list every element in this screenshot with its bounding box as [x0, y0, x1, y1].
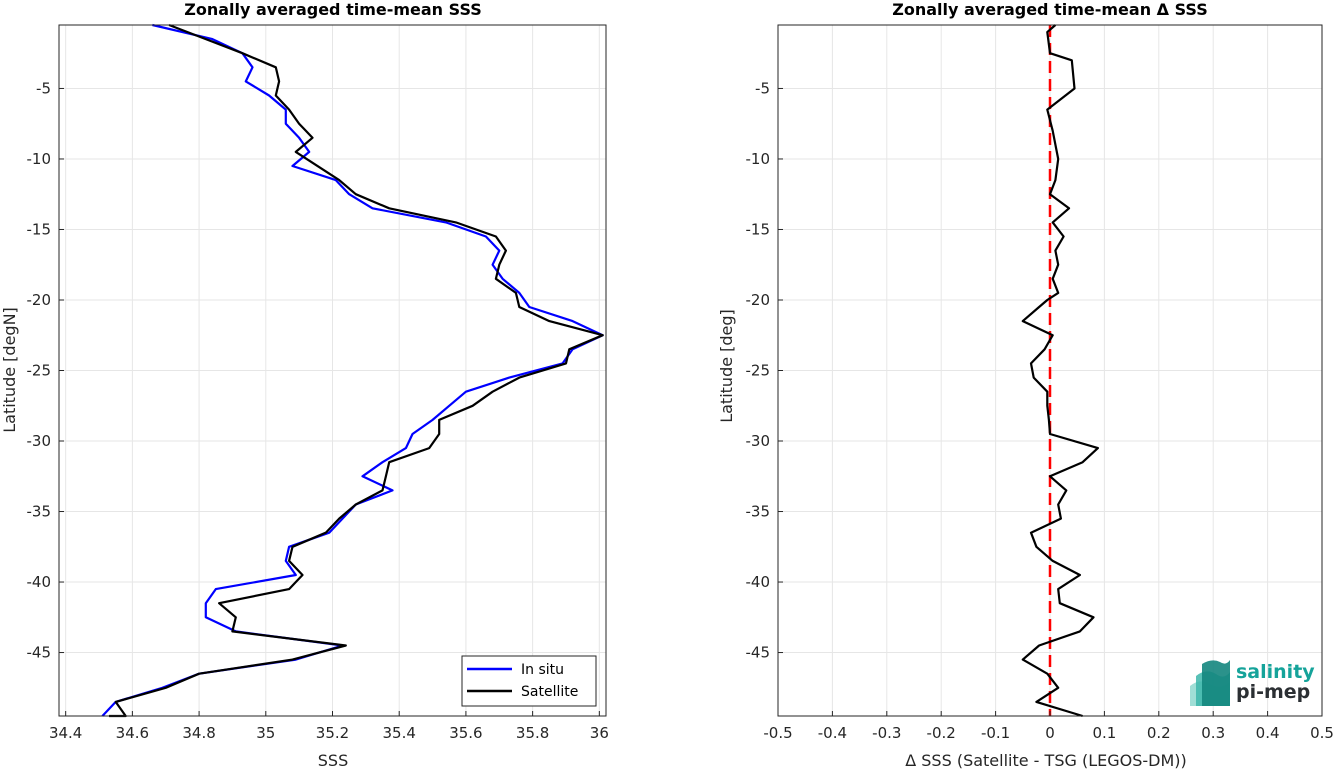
sss-series-in-situ — [101, 23, 604, 717]
sss-x-tick-label: 35.4 — [383, 724, 416, 742]
logo-text-salinity: salinity — [1236, 661, 1315, 683]
delta-chart-title: Zonally averaged time-mean Δ SSS — [892, 0, 1208, 19]
delta-series — [1021, 24, 1100, 718]
sss-y-tick-label: -35 — [27, 503, 52, 521]
delta-y-tick-label: -35 — [746, 503, 771, 521]
sss-x-tick-label: 34.6 — [116, 724, 149, 742]
sss-ticks: 34.4 34.6 34.8 35 35.2 35.4 35.6 35.8 36 -5 -10 -15… — [27, 79, 609, 742]
delta-x-tick-label: -0.1 — [981, 724, 1010, 742]
delta-x-tick-label: 0 — [1045, 724, 1055, 742]
sss-y-tick-label: -10 — [27, 150, 52, 168]
delta-y-tick-label: -30 — [746, 432, 771, 450]
delta-x-tick-label: 0.2 — [1147, 724, 1171, 742]
legend-label-in-situ: In situ — [521, 662, 564, 678]
sss-x-tick-label: 35.2 — [316, 724, 349, 742]
sss-y-tick-label: -45 — [27, 644, 52, 662]
delta-y-tick-label: -20 — [746, 291, 771, 309]
delta-y-tick-label: -10 — [746, 150, 771, 168]
logo-text-pi-mep: pi-mep — [1236, 681, 1310, 703]
sss-series — [101, 23, 604, 718]
sss-series-satellite — [109, 23, 604, 718]
sss-x-tick-label: 35 — [256, 724, 275, 742]
sss-y-axis-label: Latitude [degN] — [0, 307, 19, 433]
delta-series-difference — [1021, 24, 1100, 718]
delta-x-tick-label: -0.5 — [763, 724, 792, 742]
sss-x-axis-label: SSS — [318, 751, 348, 769]
sss-y-tick-label: -20 — [27, 291, 52, 309]
delta-x-tick-label: 0.1 — [1092, 724, 1116, 742]
sss-chart-title: Zonally averaged time-mean SSS — [184, 0, 482, 19]
sss-x-tick-label: 35.6 — [449, 724, 482, 742]
delta-x-tick-label: -0.4 — [818, 724, 847, 742]
sss-panel: 34.4 34.6 34.8 35 35.2 35.4 35.6 35.8 36 -5 -10 -15… — [0, 0, 609, 769]
delta-x-axis-label: Δ SSS (Satellite - TSG (LEGOS-DM)) — [905, 751, 1187, 769]
delta-x-tick-label: 0.4 — [1256, 724, 1280, 742]
legend-label-satellite: Satellite — [521, 684, 578, 700]
delta-y-tick-label: -25 — [746, 362, 771, 380]
delta-y-tick-label: -15 — [746, 220, 771, 238]
sss-x-tick-label: 34.8 — [182, 724, 215, 742]
sss-x-tick-label: 35.8 — [516, 724, 549, 742]
delta-y-axis-label: Latitude [deg] — [717, 309, 736, 423]
logo-wave-icon — [1190, 660, 1230, 706]
legend-box — [461, 655, 597, 707]
delta-y-tick-label: -45 — [746, 644, 771, 662]
sss-x-tick-label: 36 — [590, 724, 609, 742]
legend: In situ Satellite — [461, 655, 597, 707]
sss-y-tick-label: -30 — [27, 432, 52, 450]
sss-grid — [59, 25, 606, 716]
delta-x-tick-label: 0.3 — [1201, 724, 1225, 742]
sss-y-tick-label: -40 — [27, 573, 52, 591]
sss-y-tick-label: -5 — [36, 79, 51, 97]
sss-x-tick-label: 34.4 — [49, 724, 82, 742]
sss-y-tick-label: -15 — [27, 220, 52, 238]
salinity-pi-mep-logo: salinity pi-mep — [1190, 660, 1315, 706]
delta-x-tick-label: 0.5 — [1310, 724, 1334, 742]
delta-y-tick-label: -40 — [746, 573, 771, 591]
sss-y-tick-label: -25 — [27, 362, 52, 380]
delta-ticks: -0.5 -0.4 -0.3 -0.2 -0.1 0 0.1 0.2 0.3 0.4 0.5 -5 -1… — [746, 79, 1334, 742]
delta-sss-panel: -0.5 -0.4 -0.3 -0.2 -0.1 0 0.1 0.2 0.3 0.4 0.5 -5 -1… — [717, 0, 1334, 769]
delta-y-tick-label: -5 — [755, 79, 770, 97]
delta-x-tick-label: -0.2 — [927, 724, 956, 742]
delta-x-tick-label: -0.3 — [872, 724, 901, 742]
